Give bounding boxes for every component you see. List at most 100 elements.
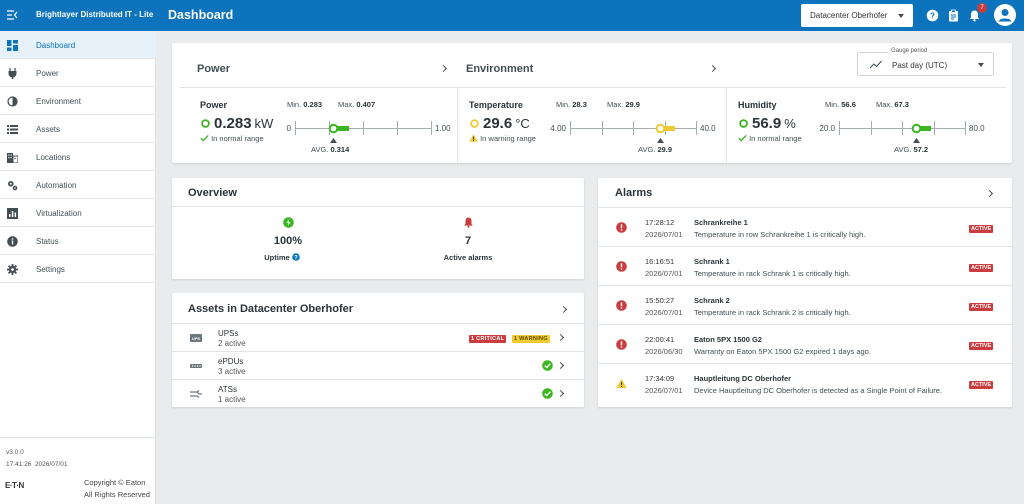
epdu-icon bbox=[190, 364, 202, 368]
gauge-unit: °C bbox=[515, 116, 530, 131]
alarm-row[interactable]: 16:16:51 2026/07/01 Schrank 1 Temperature i… bbox=[598, 246, 1012, 285]
datacenter-select[interactable]: Datacenter Oberhofer bbox=[801, 4, 913, 27]
current-time: 17:41:26 2026/07/01 bbox=[6, 461, 67, 468]
gears-icon bbox=[8, 181, 18, 191]
sidebar-footer: v3.0.0 17:41:26 2026/07/01 E·T·N Copyrig… bbox=[0, 437, 156, 504]
ats-icon bbox=[190, 390, 202, 398]
alert-icon bbox=[616, 339, 627, 350]
asset-count: 3 active bbox=[218, 367, 246, 376]
assets-title: Assets in Datacenter Oberhofer bbox=[188, 303, 354, 315]
assets-card bbox=[172, 293, 584, 407]
gauge-tick bbox=[902, 121, 903, 135]
chevron-right-icon bbox=[556, 389, 565, 398]
datacenter-select-value: Datacenter Oberhofer bbox=[810, 11, 888, 20]
gauge-min-value: 28.3 bbox=[572, 100, 587, 109]
sidebar-item-label: Virtualization bbox=[36, 209, 82, 218]
gauge-tick bbox=[696, 121, 697, 135]
alarm-date: 2026/07/01 bbox=[645, 386, 683, 395]
alarm-source: Eaton 5PX 1500 G2 bbox=[694, 335, 762, 344]
sidebar-item-automation[interactable]: Automation bbox=[0, 171, 156, 199]
power-on-icon bbox=[283, 217, 294, 228]
gauge-avg: AVG. 29.9 bbox=[638, 145, 672, 154]
gauge-max-label: Max. bbox=[338, 100, 355, 109]
alarm-time: 17:34:09 bbox=[645, 374, 675, 383]
clipboard-icon[interactable] bbox=[947, 9, 960, 22]
asset-count: 2 active bbox=[218, 339, 246, 348]
gauge-avg: AVG. 57.2 bbox=[894, 145, 928, 154]
gauge-tick bbox=[295, 121, 296, 135]
alarm-row[interactable]: 17:28:12 2026/07/01 Schrankreihe 1 Temperat… bbox=[598, 207, 1012, 246]
gauge-value-number: 29.6 bbox=[483, 115, 513, 132]
sidebar-item-power[interactable]: Power bbox=[0, 59, 156, 87]
critical-badge: 1 CRITICAL bbox=[469, 335, 507, 343]
alarm-time: 17:28:12 bbox=[645, 218, 675, 227]
gauge-name: Temperature bbox=[469, 100, 523, 110]
alarm-message: Warranty on Eaton 5PX 1500 G2 expired 1 … bbox=[694, 347, 871, 356]
sidebar-item-label: Environment bbox=[36, 97, 81, 106]
gauge-tick bbox=[871, 121, 872, 135]
gauge-unit: % bbox=[784, 116, 796, 131]
gauge-state-icon bbox=[739, 119, 748, 128]
sidebar-item-label: Power bbox=[36, 69, 59, 78]
alarm-source: Hauptleitung DC Oberhofer bbox=[694, 374, 792, 383]
gauge-max-value: 29.9 bbox=[625, 100, 640, 109]
uptime-label: Uptime ? bbox=[232, 253, 332, 262]
menu-collapse-icon[interactable] bbox=[6, 9, 18, 21]
gauge-min: Min. 56.6 bbox=[825, 100, 856, 109]
gauge-status-text: In warning range bbox=[480, 134, 536, 143]
asset-name: ePDUs bbox=[218, 357, 244, 366]
sidebar-item-settings[interactable]: Settings bbox=[0, 255, 156, 283]
help-icon[interactable]: ? bbox=[291, 253, 300, 261]
gauge-avg-label: AVG. bbox=[894, 145, 912, 154]
sidebar-item-dashboard[interactable]: Dashboard bbox=[0, 31, 156, 59]
alarm-row[interactable]: 15:50:27 2026/07/01 Schrank 2 Temperature i… bbox=[598, 285, 1012, 324]
sidebar-item-locations[interactable]: Locations bbox=[0, 143, 156, 171]
gauge-max-value: 67.3 bbox=[894, 100, 909, 109]
gauge-min-label: Min. bbox=[825, 100, 840, 109]
gauge-name: Power bbox=[200, 100, 228, 110]
check-circle-icon bbox=[542, 388, 553, 399]
sidebar-item-status[interactable]: Status bbox=[0, 227, 156, 255]
gauge-avg-label: AVG. bbox=[311, 145, 329, 154]
check-circle-icon bbox=[542, 360, 553, 371]
sidebar-item-assets[interactable]: Assets bbox=[0, 115, 156, 143]
power-header[interactable]: Power bbox=[197, 63, 231, 75]
gauge-status: In warning range bbox=[469, 134, 536, 143]
asset-row-ups[interactable]: UPS UPSs 2 active 1 CRITICAL 1 WARNING bbox=[172, 323, 584, 351]
avatar[interactable] bbox=[994, 4, 1016, 26]
notification-badge: 7 bbox=[977, 3, 987, 13]
gauge-marker bbox=[655, 123, 666, 134]
alarm-row[interactable]: 22:00:41 2026/06/30 Eaton 5PX 1500 G2 Warra… bbox=[598, 324, 1012, 363]
gauge-tick bbox=[363, 121, 364, 135]
app-title: Brightlayer Distributed IT - Lite bbox=[36, 10, 154, 19]
divider bbox=[726, 88, 727, 162]
gauge-min-label: Min. bbox=[556, 100, 571, 109]
avg-marker-icon bbox=[330, 138, 337, 143]
gauges-card bbox=[172, 43, 1012, 163]
avg-marker-icon bbox=[657, 138, 664, 143]
help-icon[interactable]: ? bbox=[926, 9, 939, 22]
gauge-marker bbox=[328, 123, 339, 134]
gauge-status: In normal range bbox=[200, 134, 264, 143]
sidebar-item-environment[interactable]: Environment bbox=[0, 87, 156, 115]
active-alarms-value: 7 bbox=[464, 235, 472, 247]
plug-icon bbox=[8, 68, 17, 79]
copyright: Copyright © Eaton All Rights Reserved bbox=[84, 477, 150, 501]
alarms-title: Alarms bbox=[615, 187, 653, 199]
bell-icon[interactable] bbox=[968, 9, 981, 22]
asset-row-ats[interactable]: ATSs 1 active bbox=[172, 379, 584, 407]
gauge-tick bbox=[431, 121, 432, 135]
gauge-scale-max: 80.0 bbox=[969, 124, 985, 133]
environment-header[interactable]: Environment bbox=[466, 63, 534, 75]
svg-text:UPS: UPS bbox=[192, 336, 201, 341]
gauge-min: Min. 0.283 bbox=[287, 100, 322, 109]
gauge-value: 56.9% bbox=[752, 115, 796, 132]
asset-row-epdu[interactable]: ePDUs 3 active bbox=[172, 351, 584, 379]
gauge-range-bar bbox=[660, 126, 675, 131]
sidebar-item-virtualization[interactable]: Virtualization bbox=[0, 199, 156, 227]
gauge-name: Humidity bbox=[738, 100, 777, 110]
alarm-row[interactable]: 17:34:09 2026/07/01 Hauptleitung DC Oberho… bbox=[598, 363, 1012, 402]
eaton-logo: E·T·N bbox=[5, 481, 24, 490]
chevron-down-icon bbox=[978, 63, 984, 67]
gauge-period-select[interactable]: Gauge period Past day (UTC) bbox=[857, 48, 994, 76]
